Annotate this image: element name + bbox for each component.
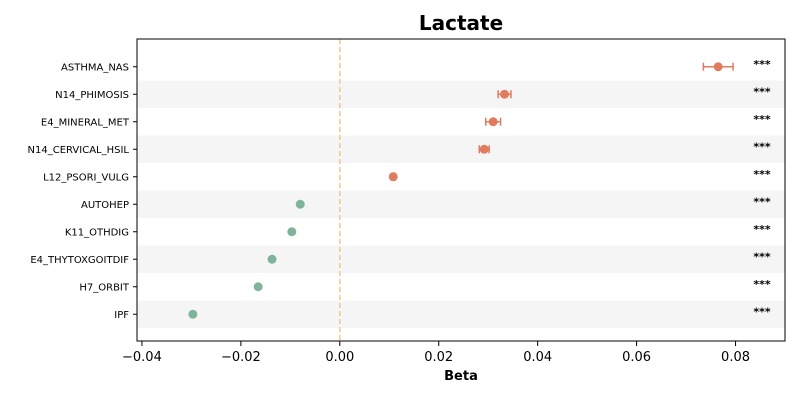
x-tick-label: 0.02 xyxy=(424,350,453,365)
significance-label: *** xyxy=(753,223,771,236)
x-tick-label: 0.06 xyxy=(622,350,651,365)
y-tick-label: H7_ORBIT xyxy=(79,282,130,293)
x-axis: −0.04 −0.02 0.00 0.02 0.04 0.06 0.08 xyxy=(122,341,750,365)
row-stripe xyxy=(137,80,785,108)
data-point xyxy=(479,144,489,154)
row-stripe xyxy=(137,245,785,273)
x-axis-label: Beta xyxy=(444,369,478,384)
y-tick-label: ASTHMA_NAS xyxy=(61,62,129,73)
x-tick-label: −0.04 xyxy=(122,350,162,365)
row-stripe xyxy=(137,135,785,163)
x-tick-label: −0.02 xyxy=(221,350,261,365)
x-tick-label: 0.04 xyxy=(523,350,552,365)
x-tick-label: 0.08 xyxy=(721,350,750,365)
y-tick-label: E4_THYTOXGOITDIF xyxy=(30,255,129,266)
significance-label: *** xyxy=(753,250,771,263)
significance-label: *** xyxy=(753,140,771,153)
significance-label: *** xyxy=(753,278,771,291)
data-point xyxy=(713,62,723,72)
data-point xyxy=(287,227,297,237)
data-point xyxy=(188,309,198,319)
chart-title: Lactate xyxy=(419,11,503,35)
y-axis: ASTHMA_NAS N14_PHIMOSIS E4_MINERAL_MET N14_… xyxy=(28,62,137,321)
data-point xyxy=(295,199,305,209)
data-point xyxy=(500,89,510,99)
y-tick-label: IPF xyxy=(114,310,129,321)
significance-label: *** xyxy=(753,305,771,318)
plot-frame xyxy=(136,38,786,342)
y-tick-label: L12_PSORI_VULG xyxy=(43,172,129,183)
data-point xyxy=(253,282,263,292)
data-marks xyxy=(188,62,734,319)
y-tick-label: K11_OTHDIG xyxy=(65,227,129,238)
y-tick-label: N14_CERVICAL_HSIL xyxy=(28,145,130,156)
significance-label: *** xyxy=(753,85,771,98)
row-stripe xyxy=(137,190,785,218)
data-point xyxy=(488,117,498,127)
row-stripes xyxy=(137,80,785,328)
y-tick-label: E4_MINERAL_MET xyxy=(41,117,130,128)
data-point xyxy=(388,172,398,182)
significance-label: *** xyxy=(753,58,771,71)
x-tick-label: 0.00 xyxy=(325,350,354,365)
significance-label: *** xyxy=(753,195,771,208)
y-tick-label: AUTOHEP xyxy=(81,200,129,211)
data-point xyxy=(267,254,277,264)
y-tick-label: N14_PHIMOSIS xyxy=(55,90,129,101)
significance-label: *** xyxy=(753,168,771,181)
significance-label: *** xyxy=(753,113,771,126)
significance-labels: *** *** *** *** *** *** *** *** *** *** xyxy=(753,58,771,319)
row-stripe xyxy=(137,300,785,328)
